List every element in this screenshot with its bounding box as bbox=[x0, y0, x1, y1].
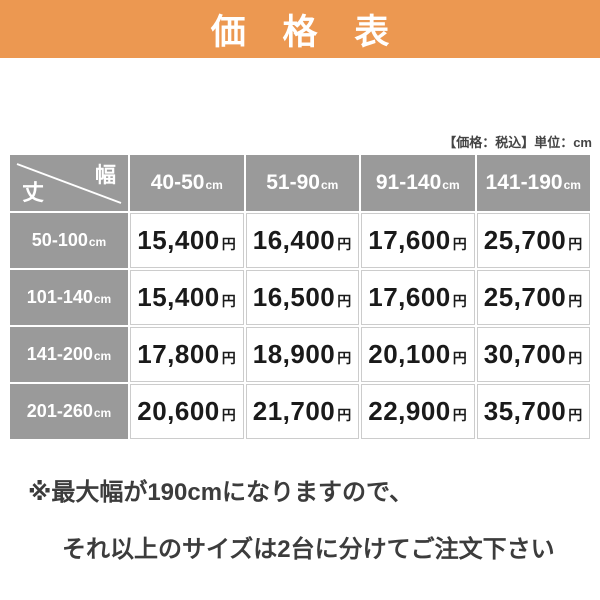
footnote-line-2: それ以上のサイズは2台に分けてご注文下さい bbox=[62, 535, 555, 563]
price-cell: 17,600 円 bbox=[361, 270, 475, 325]
price-cell: 18,900 円 bbox=[245, 327, 359, 382]
diagonal-divider bbox=[16, 163, 122, 204]
price-amount: 25,700 bbox=[483, 282, 567, 312]
col-header-range: 91-140 bbox=[375, 171, 442, 194]
col-header-141-190: 141-190cm bbox=[476, 155, 590, 211]
header-row: 幅 丈 40-50cm 51-90cm 91-140cm 141-190cm bbox=[10, 155, 590, 211]
tax-unit-note: 【価格：税込】単位：cm bbox=[443, 135, 592, 150]
row-header-101-140: 101-140cm bbox=[10, 270, 128, 325]
price-amount: 35,700 bbox=[483, 396, 567, 426]
col-header-unit: cm bbox=[563, 178, 581, 192]
col-header-51-90: 51-90cm bbox=[245, 155, 359, 211]
price-amount: 16,500 bbox=[252, 282, 336, 312]
row-header-unit: cm bbox=[88, 235, 107, 249]
row-header-range: 50-100 bbox=[31, 230, 88, 250]
price-cell: 35,700 円 bbox=[476, 384, 590, 439]
price-cell: 20,100 円 bbox=[361, 327, 475, 382]
row-header-201-260: 201-260cm bbox=[10, 384, 128, 439]
price-cell: 16,500 円 bbox=[245, 270, 359, 325]
price-amount: 15,400 bbox=[137, 282, 220, 312]
price-cell: 20,600 円 bbox=[130, 384, 244, 439]
yen-suffix: 円 bbox=[452, 407, 468, 423]
col-header-unit: cm bbox=[442, 178, 460, 192]
col-header-unit: cm bbox=[320, 178, 339, 192]
row-header-141-200: 141-200cm bbox=[10, 327, 128, 382]
yen-suffix: 円 bbox=[568, 350, 583, 366]
price-table: 幅 丈 40-50cm 51-90cm 91-140cm 141-190cm 5… bbox=[8, 153, 592, 441]
yen-suffix: 円 bbox=[337, 350, 352, 366]
row-header-unit: cm bbox=[93, 292, 112, 306]
price-cell: 15,400 円 bbox=[130, 270, 244, 325]
yen-suffix: 円 bbox=[568, 236, 583, 252]
price-amount: 16,400 bbox=[252, 225, 336, 255]
yen-suffix: 円 bbox=[452, 293, 468, 309]
yen-suffix: 円 bbox=[221, 293, 237, 309]
price-cell: 16,400 円 bbox=[245, 213, 359, 268]
price-cell: 17,800 円 bbox=[130, 327, 244, 382]
row-header-range: 101-140 bbox=[26, 287, 93, 307]
col-header-unit: cm bbox=[205, 178, 223, 192]
price-amount: 30,700 bbox=[483, 339, 567, 369]
price-cell: 21,700 円 bbox=[245, 384, 359, 439]
price-cell: 17,600 円 bbox=[361, 213, 475, 268]
yen-suffix: 円 bbox=[221, 407, 237, 423]
footnote-line-1: ※最大幅が190cmになりますので、 bbox=[28, 479, 414, 506]
price-cell: 25,700 円 bbox=[476, 213, 590, 268]
price-amount: 20,100 bbox=[368, 339, 451, 369]
row-header-range: 201-260 bbox=[26, 401, 93, 421]
price-amount: 17,600 bbox=[368, 282, 451, 312]
price-amount: 17,600 bbox=[368, 225, 451, 255]
yen-suffix: 円 bbox=[221, 236, 237, 252]
price-cell: 15,400 円 bbox=[130, 213, 244, 268]
price-amount: 22,900 bbox=[368, 396, 451, 426]
yen-suffix: 円 bbox=[452, 236, 468, 252]
max-width-footnote: ※最大幅が190cmになりますので、 それ以上のサイズは2台に分けてご注文下さい bbox=[0, 479, 600, 565]
price-amount: 25,700 bbox=[483, 225, 567, 255]
price-amount: 15,400 bbox=[137, 225, 220, 255]
col-header-40-50: 40-50cm bbox=[130, 155, 244, 211]
col-header-range: 141-190 bbox=[485, 171, 563, 194]
yen-suffix: 円 bbox=[337, 236, 352, 252]
corner-cell: 幅 丈 bbox=[10, 155, 128, 211]
yen-suffix: 円 bbox=[568, 407, 583, 423]
row-header-50-100: 50-100cm bbox=[10, 213, 128, 268]
table-row: 50-100cm 15,400 円 16,400 円 17,600 円 25,700 円 bbox=[10, 213, 590, 268]
width-axis-label: 幅 bbox=[95, 164, 116, 187]
yen-suffix: 円 bbox=[568, 293, 583, 309]
title-banner: 価格表 bbox=[0, 0, 600, 58]
yen-suffix: 円 bbox=[337, 293, 352, 309]
row-header-unit: cm bbox=[93, 406, 112, 420]
yen-suffix: 円 bbox=[452, 350, 468, 366]
table-row: 101-140cm 15,400 円 16,500 円 17,600 円 25,700… bbox=[10, 270, 590, 325]
yen-suffix: 円 bbox=[337, 407, 352, 423]
table-row: 141-200cm 17,800 円 18,900 円 20,100 円 30,700… bbox=[10, 327, 590, 382]
price-cell: 25,700 円 bbox=[476, 270, 590, 325]
price-cell: 30,700 円 bbox=[476, 327, 590, 382]
row-header-range: 141-200 bbox=[26, 344, 93, 364]
col-header-range: 40-50 bbox=[150, 171, 205, 194]
row-header-unit: cm bbox=[93, 349, 112, 363]
table-row: 201-260cm 20,600 円 21,700 円 22,900 円 35,700… bbox=[10, 384, 590, 439]
price-amount: 20,600 bbox=[137, 396, 220, 426]
col-header-91-140: 91-140cm bbox=[361, 155, 475, 211]
price-amount: 18,900 bbox=[252, 339, 336, 369]
page-title: 価格表 bbox=[210, 12, 426, 52]
price-amount: 21,700 bbox=[252, 396, 336, 426]
price-amount: 17,800 bbox=[137, 339, 220, 369]
yen-suffix: 円 bbox=[221, 350, 237, 366]
col-header-range: 51-90 bbox=[266, 171, 320, 194]
price-cell: 22,900 円 bbox=[361, 384, 475, 439]
height-axis-label: 丈 bbox=[22, 180, 45, 205]
